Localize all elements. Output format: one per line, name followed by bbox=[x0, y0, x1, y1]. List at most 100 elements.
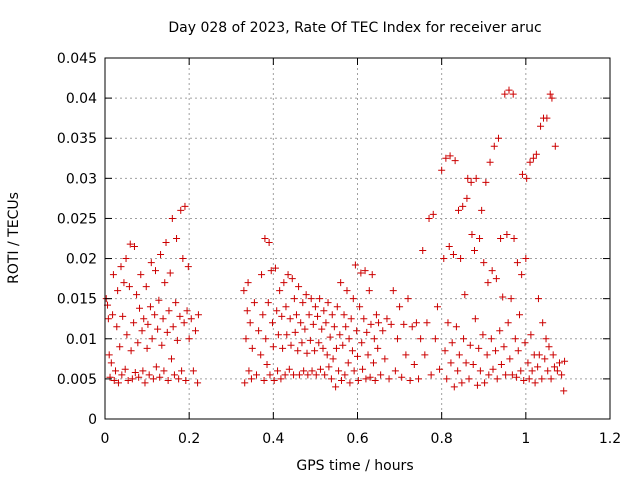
data-point bbox=[340, 311, 348, 319]
data-point bbox=[375, 319, 383, 327]
data-point bbox=[163, 328, 171, 336]
data-point bbox=[314, 312, 322, 320]
data-point bbox=[255, 327, 263, 335]
data-point bbox=[135, 373, 143, 381]
data-point bbox=[246, 319, 254, 327]
data-point bbox=[374, 344, 382, 352]
data-point bbox=[357, 269, 365, 277]
data-point bbox=[294, 347, 302, 355]
data-point bbox=[534, 363, 542, 371]
data-point bbox=[549, 351, 557, 359]
x-tick-label: 1.2 bbox=[599, 431, 621, 447]
data-point bbox=[561, 357, 569, 365]
data-point bbox=[393, 335, 401, 343]
data-point bbox=[348, 347, 356, 355]
data-point bbox=[240, 287, 248, 295]
data-point bbox=[523, 174, 531, 182]
data-point bbox=[329, 355, 337, 363]
data-point bbox=[473, 381, 481, 389]
data-point bbox=[556, 359, 563, 367]
data-point bbox=[517, 367, 525, 375]
data-point bbox=[178, 367, 186, 375]
data-point bbox=[402, 351, 410, 359]
data-point bbox=[490, 142, 498, 150]
data-point bbox=[127, 347, 135, 355]
data-point bbox=[183, 307, 191, 315]
data-point bbox=[364, 351, 372, 359]
data-point bbox=[485, 371, 493, 379]
data-point bbox=[408, 323, 416, 331]
data-point bbox=[505, 86, 513, 94]
data-point bbox=[114, 287, 122, 295]
data-point bbox=[149, 375, 157, 383]
data-point bbox=[320, 307, 328, 315]
data-point bbox=[184, 263, 192, 271]
data-point bbox=[445, 243, 453, 251]
x-tick-label: 0.6 bbox=[346, 431, 368, 447]
data-point bbox=[274, 331, 282, 339]
data-point bbox=[269, 343, 277, 351]
data-point bbox=[326, 333, 334, 341]
data-point bbox=[152, 363, 160, 371]
data-point bbox=[546, 90, 554, 98]
data-point bbox=[548, 94, 556, 102]
data-point bbox=[318, 325, 326, 333]
data-point bbox=[312, 371, 320, 379]
data-point bbox=[550, 363, 558, 371]
data-point bbox=[112, 367, 120, 375]
data-point bbox=[182, 376, 190, 384]
data-point bbox=[525, 375, 533, 383]
data-point bbox=[242, 335, 250, 343]
data-point bbox=[478, 206, 486, 214]
data-point bbox=[371, 376, 379, 384]
data-point bbox=[270, 376, 278, 384]
data-point bbox=[105, 351, 113, 359]
data-point bbox=[139, 367, 147, 375]
data-point bbox=[514, 347, 522, 355]
data-point bbox=[148, 335, 156, 343]
data-point bbox=[532, 150, 540, 158]
y-tick-label: 0.035 bbox=[57, 131, 97, 147]
data-point bbox=[351, 261, 359, 269]
data-point bbox=[455, 351, 463, 359]
x-axis-label: GPS time / hours bbox=[296, 458, 413, 474]
y-tick-label: 0 bbox=[88, 412, 97, 428]
data-point bbox=[152, 267, 159, 275]
data-point bbox=[547, 375, 555, 383]
data-point bbox=[501, 90, 509, 98]
data-point bbox=[431, 335, 439, 343]
data-point bbox=[137, 271, 145, 279]
data-point bbox=[466, 341, 474, 349]
data-point bbox=[297, 319, 305, 327]
data-point bbox=[335, 367, 343, 375]
data-point bbox=[362, 375, 370, 383]
data-points bbox=[102, 86, 569, 395]
data-point bbox=[421, 351, 429, 359]
data-point bbox=[157, 251, 165, 259]
data-point bbox=[290, 371, 298, 379]
data-point bbox=[332, 383, 340, 391]
data-point bbox=[367, 320, 375, 328]
data-point bbox=[538, 375, 546, 383]
data-point bbox=[457, 255, 465, 263]
data-point bbox=[503, 230, 511, 238]
x-tick-label: 0.2 bbox=[178, 431, 200, 447]
data-point bbox=[449, 251, 457, 259]
data-point bbox=[350, 367, 358, 375]
data-point bbox=[454, 367, 462, 375]
data-point bbox=[106, 373, 114, 381]
data-point bbox=[301, 325, 309, 333]
data-point bbox=[307, 295, 315, 303]
data-point bbox=[342, 323, 350, 331]
data-point bbox=[356, 303, 364, 311]
data-point bbox=[265, 239, 273, 247]
data-point bbox=[321, 371, 329, 379]
data-point bbox=[328, 311, 336, 319]
data-point bbox=[291, 328, 299, 336]
data-point bbox=[268, 319, 276, 327]
data-point bbox=[134, 339, 142, 347]
data-point bbox=[253, 371, 260, 379]
data-point bbox=[359, 365, 367, 373]
data-point bbox=[138, 327, 146, 335]
data-point bbox=[154, 325, 162, 333]
